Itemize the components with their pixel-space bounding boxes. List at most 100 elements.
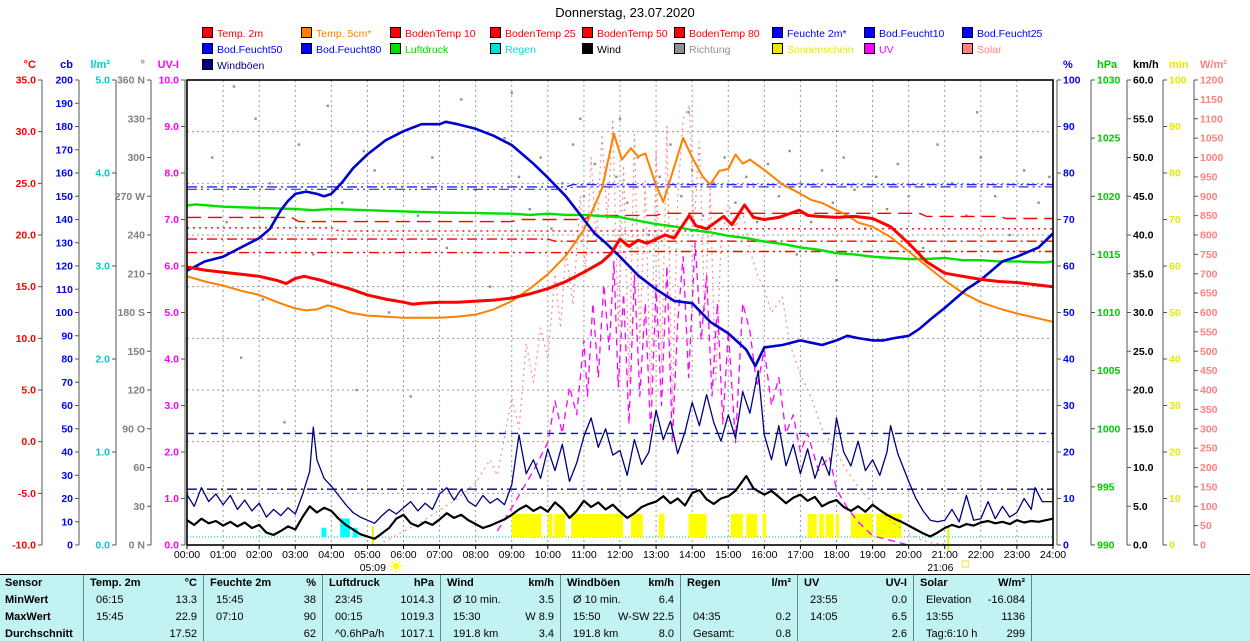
scatter-dot-richtung — [431, 156, 434, 159]
axis-label-temp: 35.0 — [16, 75, 37, 87]
legend-item-luftdruck[interactable]: Luftdruck — [390, 43, 448, 56]
legend-item-bod-feucht25[interactable]: Bod.Feucht25 — [962, 27, 1043, 40]
axis-unit-uvi: UV-I — [158, 59, 179, 71]
scatter-dot-richtung — [788, 149, 791, 153]
x-label-24-00: 24:00 — [1040, 549, 1066, 561]
axis-label-sun: 70 — [1169, 214, 1181, 226]
axis-label-solar: 300 — [1200, 423, 1218, 435]
scatter-dot-richtung — [712, 182, 716, 185]
scatter-dot-richtung — [979, 156, 983, 159]
legend-item-feuchte-2m[interactable]: Feuchte 2m* — [772, 27, 847, 40]
legend-item-uv[interactable]: UV — [864, 43, 894, 56]
scatter-dot-richtung — [582, 195, 586, 198]
axis-label-soilmoist: 70 — [61, 377, 73, 389]
row-label-minwert: MinWert — [5, 594, 49, 607]
scatter-dot-richtung — [795, 253, 799, 256]
axis-label-rain: 3.0 — [95, 261, 110, 273]
scatter-dot-richtung — [669, 143, 672, 146]
legend-item-temp-2m[interactable]: Temp. 2m — [202, 27, 264, 40]
axis-label-hum: 30 — [1063, 400, 1075, 412]
axis-label-uvi: 5.0 — [164, 307, 179, 319]
axis-label-soilmoist: 180 — [55, 121, 73, 133]
legend-item-solar[interactable]: Solar — [962, 43, 1002, 56]
sunshine-bar — [630, 514, 643, 537]
axis-label-sun: 60 — [1169, 261, 1181, 273]
durchschnitt-luftdruck: ^0.6hPa/h — [335, 627, 385, 640]
axis-unit-hpa: hPa — [1097, 59, 1118, 71]
table-column-wind: Wind km/h Ø 10 min. 3.5 15:30 W 8.9 191.8 km 3.… — [441, 575, 561, 641]
x-label-20-00: 20:00 — [896, 549, 922, 561]
sensor-header-luftdruck-value: hPa — [413, 577, 434, 590]
scatter-dot-richtung — [387, 311, 391, 314]
scatter-dot-richtung — [362, 149, 366, 153]
legend-item-bodentemp-80[interactable]: BodenTemp 80 — [674, 27, 760, 40]
scatter-dot-richtung — [734, 201, 737, 204]
axis-label-sun: 20 — [1169, 447, 1181, 459]
axis-label-wind: 55.0 — [1133, 113, 1154, 125]
durchschnitt-temp-2m-value: 17.52 — [169, 627, 197, 640]
legend-item-bodentemp-25[interactable]: BodenTemp 25 — [490, 27, 576, 40]
scatter-dot-richtung — [766, 162, 770, 166]
x-label-00-00: 00:00 — [174, 549, 200, 561]
scatter-dot-richtung — [723, 156, 726, 159]
axis-label-solar: 1200 — [1200, 75, 1224, 87]
x-label-02-00: 02:00 — [246, 549, 272, 561]
scatter-dot-richtung — [1037, 201, 1040, 204]
axis-label-sun: 0 — [1169, 540, 1175, 552]
axis-label-solar: 200 — [1200, 462, 1218, 474]
x-label-05-00: 05:00 — [354, 549, 380, 561]
legend-item-bod-feucht80[interactable]: Bod.Feucht80 — [301, 43, 381, 56]
x-label-03-00: 03:00 — [282, 549, 308, 561]
legend-item-sonnenschein[interactable]: Sonnenschein — [772, 43, 854, 56]
scatter-dot-richtung — [680, 195, 683, 198]
axis-label-solar: 700 — [1200, 268, 1218, 280]
sensor-header-regen: Regen — [687, 577, 721, 590]
legend-swatch-bodentemp-25 — [490, 27, 501, 38]
sunshine-bar — [511, 514, 542, 537]
sunshine-bar — [876, 514, 902, 537]
legend-item-bodentemp-10[interactable]: BodenTemp 10 — [390, 27, 476, 40]
scatter-dot-richtung — [777, 195, 780, 198]
x-label-01-00: 01:00 — [210, 549, 236, 561]
legend-label: Wind — [597, 44, 621, 56]
legend-swatch-solar — [962, 43, 973, 54]
axis-label-wind: 15.0 — [1133, 423, 1154, 435]
legend-swatch-richtung — [674, 43, 685, 54]
legend-item-wind[interactable]: Wind — [582, 43, 621, 56]
axis-label-solar: 500 — [1200, 346, 1218, 358]
legend-item-temp-5cm[interactable]: Temp. 5cm* — [301, 27, 371, 40]
legend-swatch-bodentemp-80 — [674, 27, 685, 38]
durchschnitt-luftdruck-value: 1017.1 — [400, 627, 434, 640]
sensor-header-wind-value: km/h — [528, 577, 554, 590]
series-windboeen — [186, 369, 1053, 524]
legend-item-bod-feucht10[interactable]: Bod.Feucht10 — [864, 27, 944, 40]
legend-label: Temp. 2m — [217, 28, 264, 40]
axis-label-temp: 10.0 — [16, 333, 37, 345]
minwert-wind-value: 3.5 — [538, 594, 554, 607]
legend-label: BodenTemp 50 — [597, 28, 668, 40]
maxwert-wind-value: W 8.9 — [525, 610, 554, 623]
legend-label: Solar — [977, 44, 1002, 56]
legend-item-windb-en[interactable]: Windböen — [202, 59, 264, 72]
legend-item-bod-feucht50[interactable]: Bod.Feucht50 — [202, 43, 282, 56]
sensor-header-temp-2m: Temp. 2m — [90, 577, 141, 590]
scatter-dot-richtung — [835, 279, 838, 282]
axis-label-soilmoist: 30 — [61, 470, 73, 482]
scatter-dot-richtung — [445, 246, 448, 250]
series-feuchte_2m — [186, 120, 1054, 368]
minwert-solar-value: -16.084 — [987, 594, 1025, 607]
legend-item-regen[interactable]: Regen — [490, 43, 536, 56]
axis-label-dir: 270 W — [115, 191, 145, 203]
legend-item-richtung[interactable]: Richtung — [674, 43, 730, 56]
scatter-dot-richtung — [1048, 175, 1051, 179]
scatter-dot-richtung — [701, 214, 705, 217]
axis-label-soilmoist: 190 — [55, 98, 73, 110]
axis-label-soilmoist: 200 — [55, 75, 73, 87]
legend-label: BodenTemp 25 — [505, 28, 576, 40]
x-label-04-00: 04:00 — [318, 549, 344, 561]
legend-item-bodentemp-50[interactable]: BodenTemp 50 — [582, 27, 668, 40]
x-label-21-00: 21:00 — [932, 549, 958, 561]
axis-label-wind: 40.0 — [1133, 230, 1154, 242]
legend-label: Bod.Feucht25 — [977, 28, 1043, 40]
series-bodentemp50 — [187, 238, 1053, 242]
